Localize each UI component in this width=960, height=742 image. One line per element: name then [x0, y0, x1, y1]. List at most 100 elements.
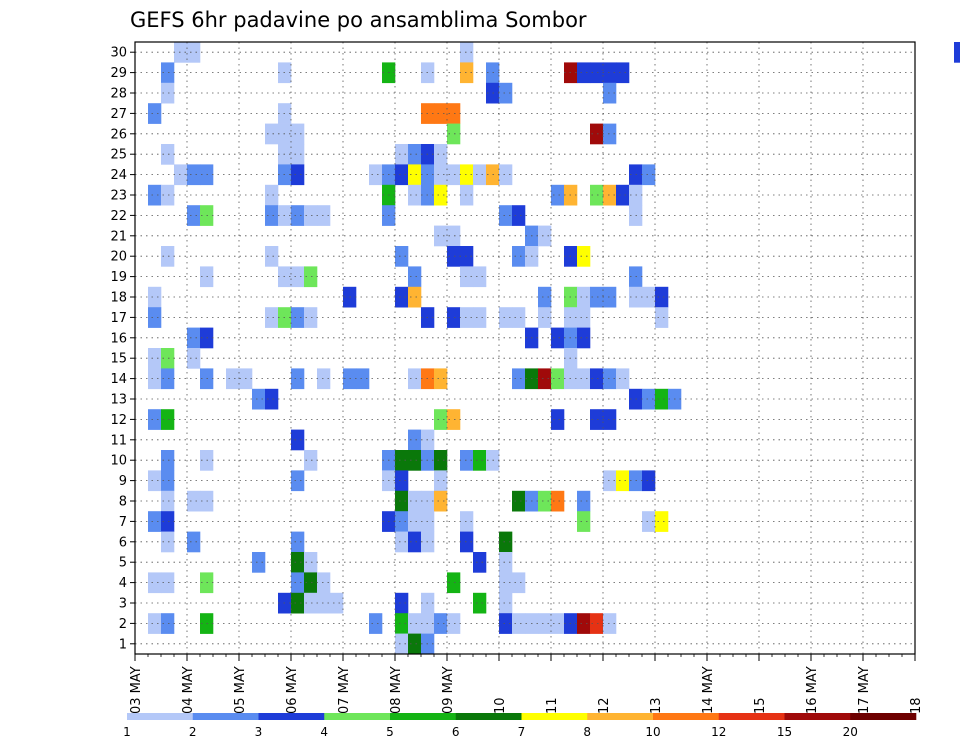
heatmap-cell — [642, 388, 656, 410]
heatmap-cell — [395, 490, 409, 512]
heatmap-cell — [655, 511, 669, 532]
heatmap-cell — [434, 470, 448, 492]
heatmap-cell — [291, 307, 305, 328]
heatmap-cell — [473, 266, 487, 288]
heatmap-cell — [538, 368, 552, 390]
heatmap-cell — [395, 470, 409, 492]
heatmap-cell — [655, 286, 669, 308]
x-tick-label: 14 MAY — [701, 666, 716, 714]
heatmap-cell — [512, 246, 526, 267]
heatmap-cell — [252, 552, 266, 573]
colorbar-swatch — [258, 713, 325, 720]
heatmap-cell — [460, 450, 474, 471]
y-tick-label: 27 — [110, 107, 127, 122]
heatmap-cell — [447, 123, 461, 145]
heatmap-cell — [161, 450, 175, 471]
x-tick-label: 15 — [753, 697, 768, 714]
x-tick-label: 18 — [909, 697, 924, 714]
heatmap-cell — [252, 388, 266, 410]
heatmap-cell — [499, 552, 513, 573]
heatmap-cell — [655, 388, 669, 410]
y-tick-label: 6 — [119, 535, 127, 550]
heatmap-cell — [304, 307, 318, 328]
heatmap-cell — [369, 613, 383, 634]
heatmap-cell — [187, 164, 201, 186]
heatmap-cell — [148, 470, 162, 492]
heatmap-cell — [616, 62, 630, 84]
heatmap-cell — [148, 511, 162, 532]
colorbar-label: 12 — [711, 725, 726, 739]
heatmap-cell — [447, 103, 461, 124]
heatmap-cell — [551, 327, 565, 349]
heatmap-cell — [148, 103, 162, 124]
colorbar-label: 8 — [583, 725, 591, 739]
heatmap-cell — [512, 613, 526, 634]
heatmap-cell — [512, 490, 526, 512]
heatmap-cell — [161, 144, 175, 165]
heatmap-cell — [499, 572, 513, 594]
colorbar-swatch — [850, 713, 917, 720]
colorbar-label: 15 — [777, 725, 792, 739]
y-tick-label: 7 — [119, 515, 127, 530]
heatmap-cell — [616, 368, 630, 390]
heatmap-cell — [590, 409, 604, 430]
x-tick-label: 09 MAY — [441, 666, 456, 714]
heatmap-cell — [408, 613, 422, 634]
heatmap-cell — [473, 592, 487, 614]
heatmap-cell — [642, 470, 656, 492]
heatmap-cell — [447, 613, 461, 634]
colorbar-swatch — [127, 713, 194, 720]
heatmap-cell — [434, 164, 448, 186]
heatmap-cell — [538, 286, 552, 308]
heatmap-cell — [291, 368, 305, 390]
y-tick-label: 29 — [110, 66, 127, 81]
heatmap-cell — [603, 470, 617, 492]
heatmap-cell — [161, 62, 175, 84]
heatmap-cell — [317, 368, 331, 390]
colorbar-swatch — [784, 713, 851, 720]
heatmap-cell — [603, 286, 617, 308]
heatmap-cell — [265, 123, 279, 145]
heatmap-cell — [161, 246, 175, 267]
heatmap-cell — [148, 368, 162, 390]
heatmap-cell — [577, 327, 591, 349]
heatmap-cell — [291, 531, 305, 553]
heatmap-cell — [434, 144, 448, 165]
heatmap-cell — [408, 144, 422, 165]
x-tick-label: 04 MAY — [181, 666, 196, 714]
heatmap-cell — [577, 613, 591, 634]
heatmap-cell — [148, 307, 162, 328]
heatmap-cell — [408, 450, 422, 471]
heatmap-cell — [174, 164, 188, 186]
heatmap-cell — [499, 205, 513, 226]
y-tick-label: 3 — [119, 597, 127, 612]
colorbar-swatch — [718, 713, 785, 720]
heatmap-cell — [265, 307, 279, 328]
colorbar-swatch — [324, 713, 391, 720]
heatmap-cell — [395, 144, 409, 165]
heatmap-cell — [603, 123, 617, 145]
heatmap-cell — [447, 409, 461, 430]
colorbar-label: 7 — [518, 725, 526, 739]
heatmap-cell — [590, 613, 604, 634]
colorbar-label: 4 — [320, 725, 328, 739]
heatmap-cell — [161, 82, 175, 104]
heatmap-cell — [512, 205, 526, 226]
heatmap-cell — [369, 164, 383, 186]
heatmap-cell — [434, 490, 448, 512]
chart-title: GEFS 6hr padavine po ansamblima Sombor — [130, 8, 587, 32]
heatmap-cell — [603, 62, 617, 84]
y-tick-label: 26 — [110, 127, 127, 142]
heatmap-cell — [291, 144, 305, 165]
heatmap-cell — [291, 164, 305, 186]
heatmap-cell — [395, 633, 409, 655]
colorbar-label: 1 — [123, 725, 131, 739]
grid-lines — [135, 42, 916, 654]
heatmap-cell — [148, 286, 162, 308]
y-tick-label: 21 — [110, 229, 127, 244]
x-tick-label: 16 MAY — [805, 666, 820, 714]
heatmap-cell — [603, 184, 617, 206]
heatmap-cell — [473, 307, 487, 328]
heatmap-cell — [499, 82, 513, 104]
heatmap-cell — [161, 490, 175, 512]
